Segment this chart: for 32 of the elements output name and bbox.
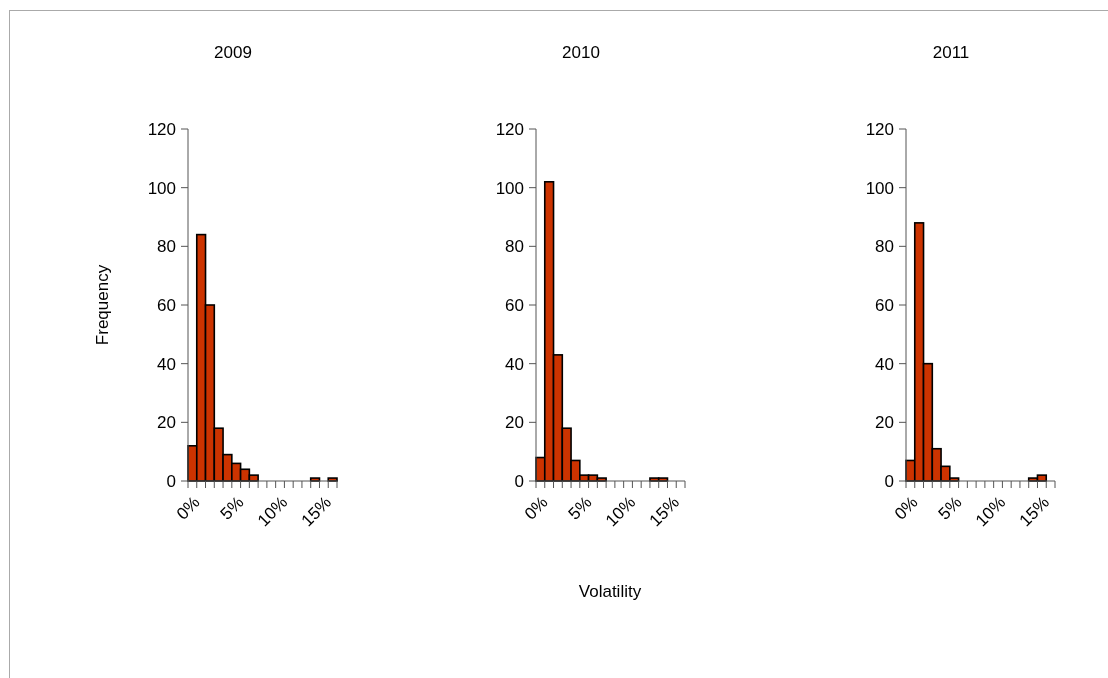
y-tick-label: 20 — [157, 413, 176, 433]
y-tick-label: 120 — [865, 119, 894, 139]
y-tick-label: 40 — [505, 354, 524, 374]
y-axis-title: Frequency — [93, 264, 112, 346]
chart-title: 2010 — [562, 43, 600, 62]
chart-title: 2009 — [214, 43, 252, 62]
x-tick-label: 0% — [890, 492, 922, 524]
x-tick-label: 5% — [216, 492, 248, 524]
y-tick-label: 80 — [505, 237, 524, 257]
x-tick-label: 5% — [934, 492, 966, 524]
y-tick-label: 100 — [495, 178, 524, 198]
y-tick-label: 60 — [505, 295, 524, 315]
y-tick-label: 60 — [157, 295, 176, 315]
y-tick-label: 100 — [865, 178, 894, 198]
y-tick-label: 60 — [875, 295, 894, 315]
x-tick-label: 5% — [564, 492, 596, 524]
y-tick-label: 20 — [505, 413, 524, 433]
y-tick-label: 20 — [875, 413, 894, 433]
y-tick-label: 40 — [875, 354, 894, 374]
x-tick-label: 0% — [172, 492, 204, 524]
y-tick-label: 0 — [166, 471, 176, 491]
x-axis-title: Volatility — [578, 582, 642, 601]
chart-title: 2011 — [932, 43, 970, 62]
y-tick-label: 0 — [884, 471, 894, 491]
y-tick-label: 0 — [514, 471, 524, 491]
y-tick-label: 40 — [157, 354, 176, 374]
y-tick-label: 100 — [147, 178, 176, 198]
x-tick-label: 0% — [520, 492, 552, 524]
y-tick-label: 80 — [157, 237, 176, 257]
y-tick-label: 120 — [495, 119, 524, 139]
y-tick-label: 80 — [875, 237, 894, 257]
y-tick-label: 120 — [147, 119, 176, 139]
